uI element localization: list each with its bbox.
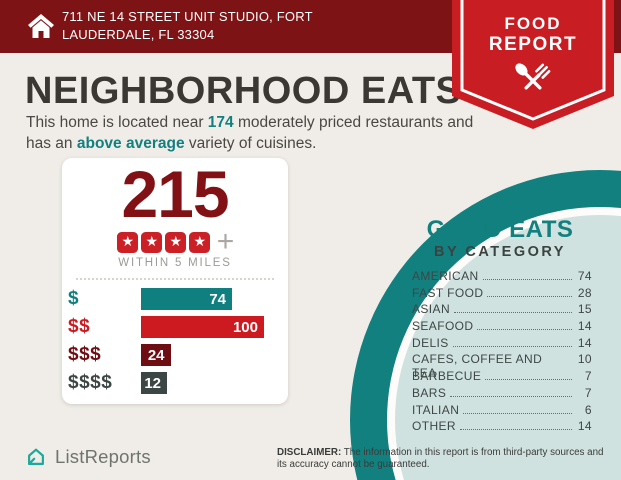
dotted-leader — [485, 379, 572, 381]
intro-part1: This home is located near — [26, 114, 208, 131]
category-name: ITALIAN — [412, 402, 460, 417]
category-count: 15 — [577, 302, 592, 317]
dotted-leader — [463, 412, 572, 414]
category-count: 10 — [577, 352, 592, 367]
category-name: BARS — [412, 385, 447, 400]
listreports-house-icon — [28, 448, 44, 465]
category-row: ITALIAN 6 — [412, 403, 592, 420]
price-level-label: $$$$ — [68, 372, 113, 394]
disclaimer-text: DISCLAIMER: The information in this repo… — [277, 447, 607, 471]
badge-title: FOOD REPORT — [488, 14, 578, 55]
intro-part3: variety of cuisines. — [184, 135, 317, 153]
total-restaurants-count: 215 — [121, 157, 229, 231]
disclaimer-label: DISCLAIMER: — [277, 447, 342, 458]
dotted-leader — [454, 312, 572, 314]
star-icon: ★ — [141, 231, 163, 253]
food-report-badge: FOOD REPORT — [452, 0, 614, 132]
category-row: OTHER 14 — [412, 419, 592, 436]
fork-and-spoon-icon — [515, 63, 551, 90]
price-level-label: $ — [68, 288, 80, 310]
category-name: CAFES, COFFEE AND TEA — [412, 352, 543, 381]
dotted-leader — [450, 395, 572, 397]
category-row: ASIAN 15 — [412, 302, 592, 319]
price-bar: 100 — [141, 316, 264, 339]
star-rating: ★ ★ ★ ★ + — [62, 225, 288, 259]
price-bar-row: $$ 100 — [68, 316, 288, 339]
page-title: NEIGHBORHOOD EATS — [25, 70, 462, 112]
star-icon: ★ — [189, 231, 211, 253]
divider — [76, 278, 274, 281]
good-eats-title: GOOD EATS — [426, 216, 574, 243]
radius-label: WITHIN 5 MILES — [118, 257, 232, 270]
price-bar-value: 24 — [147, 346, 165, 364]
price-bar-value: 12 — [144, 374, 161, 392]
price-bar: 12 — [141, 372, 167, 395]
plus-sign: + — [216, 225, 235, 259]
category-count: 28 — [577, 285, 592, 300]
property-address: 711 NE 14 STREET UNIT STUDIO, FORT LAUDE… — [62, 9, 313, 43]
price-bar-row: $74 — [68, 288, 288, 311]
category-count: 14 — [577, 335, 592, 350]
category-row: BARBECUE 7 — [412, 369, 592, 386]
dotted-leader — [482, 279, 572, 280]
price-level-bar-chart: $74 $$ 100 $$$ 24 $$$$ 12 — [62, 288, 288, 395]
home-icon — [28, 14, 54, 38]
category-name: FAST FOOD — [412, 285, 484, 300]
category-name: ASIAN — [412, 302, 451, 317]
disclaimer-body: The information in this report is from t… — [277, 447, 604, 471]
category-count: 7 — [584, 369, 592, 384]
good-eats-subtitle: BY CATEGORY — [434, 244, 566, 260]
category-count: 14 — [577, 319, 592, 334]
price-bar: 74 — [141, 288, 233, 311]
intro-text: This home is located near 174 moderately… — [26, 112, 478, 155]
category-row: CAFES, COFFEE AND TEA 10 — [412, 352, 592, 380]
star-icon: ★ — [117, 231, 139, 253]
price-bar-value: 100 — [232, 318, 258, 336]
price-bar: 24 — [141, 344, 171, 367]
intro-part2: moderately priced restaurants and has an — [26, 114, 474, 153]
price-bar-value: 74 — [209, 290, 227, 308]
variety-highlight: above average — [76, 135, 185, 153]
category-row: SEAFOOD 14 — [412, 319, 592, 336]
category-name: SEAFOOD — [412, 319, 474, 334]
summary-card: 215 ★ ★ ★ ★ + WITHIN 5 MILES $74 $$ 100 $$$ 24 $$… — [62, 158, 288, 404]
dotted-leader — [452, 345, 572, 347]
dotted-leader — [460, 429, 572, 431]
dotted-leader — [487, 295, 572, 297]
category-name: DELIS — [412, 335, 449, 350]
category-name: OTHER — [412, 419, 456, 434]
category-count: 7 — [584, 385, 592, 400]
brand-name: ListReports — [55, 446, 151, 467]
category-count: 74 — [577, 269, 592, 283]
category-row: AMERICAN 74 — [412, 269, 592, 286]
category-count: 6 — [584, 402, 592, 417]
restaurant-count: 174 — [207, 114, 234, 131]
category-row: BARS 7 — [412, 386, 592, 403]
category-row: FAST FOOD 28 — [412, 286, 592, 303]
price-bar-row: $$$$ 12 — [68, 372, 288, 395]
price-level-label: $$ — [68, 316, 91, 338]
category-row: DELIS 14 — [412, 336, 592, 353]
category-list: AMERICAN 74 FAST FOOD 28 ASIAN 15 SEAFOOD 14 DEL… — [412, 269, 592, 436]
price-level-label: $$$ — [68, 344, 102, 366]
price-bar-row: $$$ 24 — [68, 344, 288, 367]
listreports-logo: ListReports — [25, 446, 151, 468]
category-count: 14 — [577, 419, 592, 434]
ribbon-shape — [452, 0, 614, 129]
category-name: BARBECUE — [412, 369, 482, 384]
star-icon: ★ — [165, 231, 187, 253]
category-name: AMERICAN — [412, 269, 479, 283]
dotted-leader — [477, 329, 572, 331]
